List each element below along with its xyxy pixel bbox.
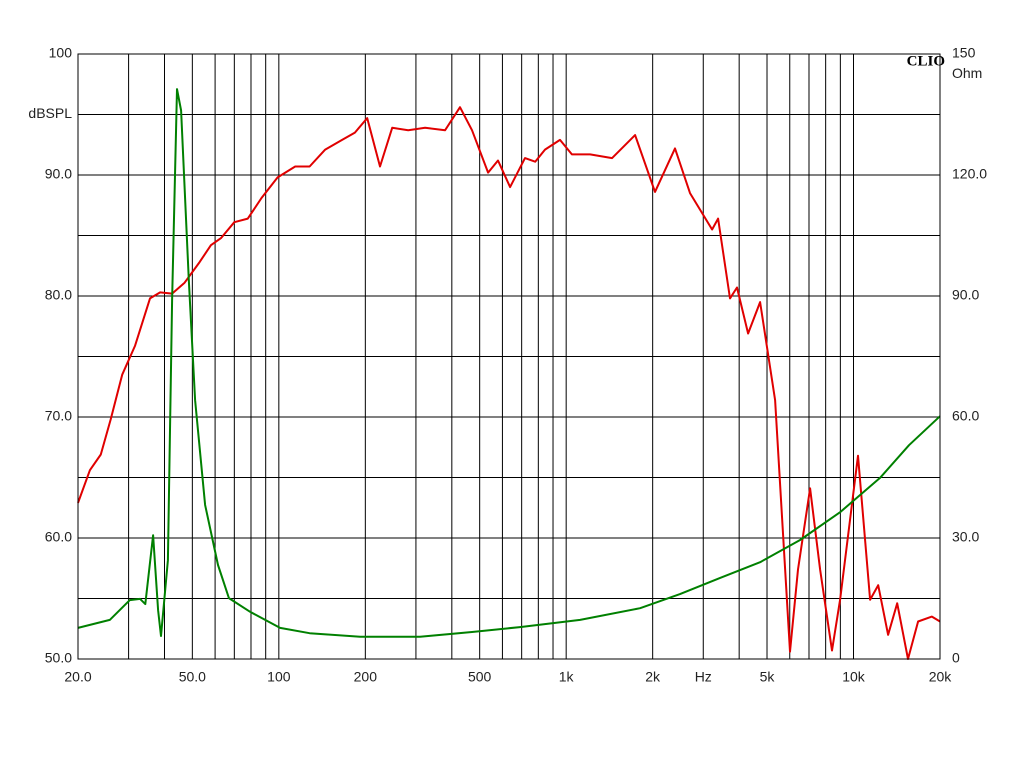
y2-tick-label: 30.0 — [952, 529, 979, 545]
x-tick-label: 20k — [929, 669, 953, 685]
series-line — [77, 106, 941, 660]
x-tick-label: 50.0 — [179, 669, 206, 685]
y-tick-label: dBSPL — [28, 105, 72, 121]
y2-tick-label: 90.0 — [952, 287, 979, 303]
plot-frame — [77, 53, 941, 660]
x-tick-label: 2k — [645, 669, 661, 685]
plot-lines — [77, 88, 941, 660]
brand-label: CLIO — [907, 53, 945, 69]
x-tick-label: 10k — [842, 669, 866, 685]
x-tick-label: 200 — [354, 669, 378, 685]
series-line — [77, 88, 941, 638]
y-tick-label: 100 — [49, 45, 73, 61]
y-tick-label: 90.0 — [45, 166, 72, 182]
x-tick-label: 100 — [267, 669, 291, 685]
y2-tick-label: 120.0 — [952, 166, 987, 182]
x-tick-label: 1k — [559, 669, 575, 685]
y-tick-label: 60.0 — [45, 529, 72, 545]
y2-tick-label: 150 — [952, 45, 976, 61]
y-tick-label: 50.0 — [45, 650, 72, 666]
y2-tick-label: 60.0 — [952, 408, 979, 424]
y2-tick-label: Ohm — [952, 65, 982, 81]
x-tick-label: 500 — [468, 669, 492, 685]
y-tick-label: 80.0 — [45, 287, 72, 303]
x-tick-label: Hz — [695, 669, 712, 685]
y2-tick-label: 0 — [952, 650, 960, 666]
x-tick-label: 20.0 — [64, 669, 91, 685]
y-tick-label: 70.0 — [45, 408, 72, 424]
x-tick-label: 5k — [760, 669, 776, 685]
